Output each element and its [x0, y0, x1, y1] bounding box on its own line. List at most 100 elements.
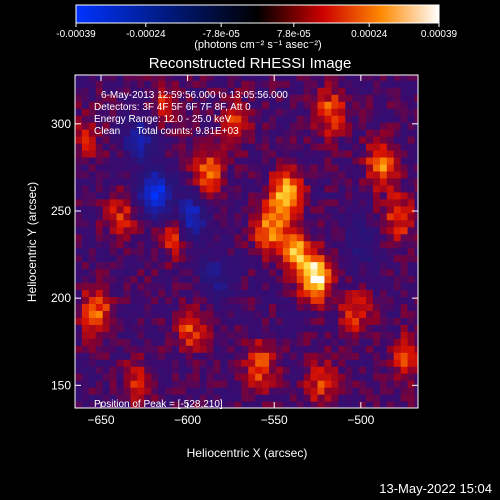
heatmap-cell — [192, 191, 201, 200]
heatmap-cell — [407, 177, 416, 186]
heatmap-cell — [310, 380, 319, 388]
heatmap-cell — [227, 191, 235, 200]
heatmap-cell — [414, 275, 418, 284]
heatmap-cell — [81, 352, 90, 360]
heatmap-cell — [331, 345, 339, 353]
heatmap-cell — [109, 338, 118, 346]
heatmap-cell — [269, 156, 277, 165]
heatmap-cell — [172, 240, 180, 249]
heatmap-cell — [414, 240, 418, 249]
heatmap-cell — [192, 345, 201, 353]
heatmap-cell — [206, 198, 215, 207]
heatmap-cell — [393, 94, 402, 102]
heatmap-cell — [248, 212, 256, 221]
heatmap-cell — [185, 212, 194, 221]
heatmap-cell — [310, 94, 319, 102]
heatmap-cell — [109, 387, 118, 395]
heatmap-cell — [296, 129, 305, 137]
heatmap-cell — [296, 136, 305, 144]
heatmap-cell — [379, 170, 388, 179]
heatmap-cell — [393, 296, 402, 304]
heatmap-cell — [192, 352, 201, 360]
heatmap-cell — [109, 191, 118, 200]
heatmap-cell — [241, 331, 249, 339]
heatmap-cell — [178, 226, 187, 235]
heatmap-cell — [310, 317, 319, 325]
heatmap-cell — [165, 129, 173, 137]
heatmap-cell — [303, 233, 312, 242]
heatmap-cell — [345, 268, 353, 277]
heatmap-cell — [75, 296, 83, 304]
heatmap-cell — [282, 331, 291, 339]
heatmap-cell — [393, 380, 402, 388]
heatmap-cell — [407, 226, 416, 235]
heatmap-cell — [206, 75, 215, 81]
heatmap-cell — [379, 338, 388, 346]
heatmap-cell — [414, 310, 418, 318]
heatmap-cell — [165, 394, 173, 402]
heatmap-cell — [296, 101, 305, 109]
heatmap-cell — [352, 226, 360, 235]
heatmap-cell — [248, 317, 256, 325]
heatmap-cell — [248, 359, 256, 367]
heatmap-cell — [81, 136, 90, 144]
heatmap-cell — [324, 345, 332, 353]
heatmap-cell — [185, 170, 194, 179]
heatmap-cell — [234, 198, 242, 207]
heatmap-cell — [262, 177, 270, 186]
heatmap-cell — [151, 275, 159, 284]
heatmap-cell — [393, 80, 402, 88]
heatmap-cell — [262, 303, 270, 311]
heatmap-cell — [220, 324, 229, 332]
heatmap-cell — [289, 268, 298, 277]
heatmap-cell — [144, 136, 152, 144]
heatmap-cell — [379, 87, 388, 95]
heatmap-cell — [227, 184, 235, 193]
heatmap-cell — [386, 177, 395, 186]
heatmap-cell — [248, 401, 256, 408]
heatmap-cell — [213, 219, 222, 228]
heatmap-cell — [400, 331, 409, 339]
heatmap-cell — [109, 233, 118, 242]
heatmap-cell — [227, 156, 235, 165]
heatmap-cell — [310, 149, 319, 158]
heatmap-cell — [109, 268, 118, 277]
heatmap-cell — [255, 101, 263, 109]
heatmap-cell — [359, 338, 367, 346]
heatmap-cell — [359, 387, 367, 395]
heatmap-cell — [269, 170, 277, 179]
heatmap-cell — [324, 401, 332, 408]
heatmap-cell — [324, 352, 332, 360]
heatmap-cell — [102, 108, 111, 116]
heatmap-cell — [227, 219, 235, 228]
heatmap-cell — [317, 254, 326, 263]
heatmap-cell — [158, 136, 166, 144]
heatmap-cell — [102, 101, 111, 109]
heatmap-cell — [206, 345, 215, 353]
heatmap-cell — [165, 80, 173, 88]
heatmap-cell — [289, 191, 298, 200]
heatmap-cell — [366, 212, 374, 221]
heatmap-cell — [178, 233, 187, 242]
heatmap-cell — [234, 177, 242, 186]
heatmap-cell — [165, 359, 173, 367]
heatmap-cell — [109, 254, 118, 263]
heatmap-cell — [192, 115, 201, 123]
heatmap-cell — [178, 75, 187, 81]
heatmap-cell — [393, 136, 402, 144]
heatmap-cell — [88, 345, 97, 353]
heatmap-cell — [213, 317, 222, 325]
heatmap-cell — [289, 359, 298, 367]
heatmap-cell — [213, 345, 222, 353]
heatmap-cell — [220, 387, 229, 395]
heatmap-cell — [241, 296, 249, 304]
heatmap-cell — [178, 387, 187, 395]
heatmap-cell — [296, 219, 305, 228]
heatmap-cell — [199, 345, 208, 353]
heatmap-cell — [400, 101, 409, 109]
heatmap-cell — [345, 115, 353, 123]
heatmap-cell — [414, 149, 418, 158]
heatmap-cell — [393, 142, 402, 151]
heatmap-cell — [192, 261, 201, 270]
heatmap-cell — [241, 310, 249, 318]
